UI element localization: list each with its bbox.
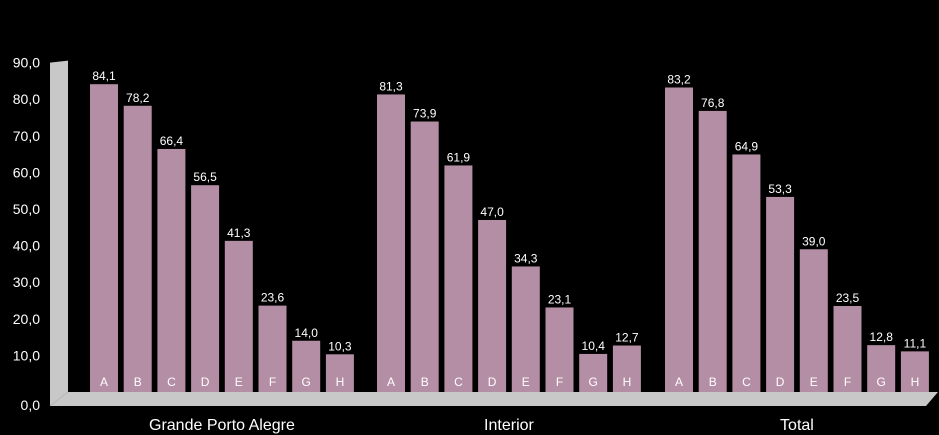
category-label: C	[742, 375, 751, 389]
data-label: 10,4	[582, 339, 606, 353]
category-label: D	[201, 375, 210, 389]
group-label: Interior	[484, 417, 534, 434]
data-label: 83,2	[667, 72, 691, 86]
data-label: 66,4	[160, 134, 184, 148]
group-label: Grande Porto Alegre	[149, 417, 295, 434]
data-label: 47,0	[480, 205, 504, 219]
data-label: 73,9	[413, 107, 437, 121]
bar	[191, 185, 219, 392]
category-label: B	[709, 375, 717, 389]
bar	[157, 149, 185, 392]
x-axis-floor	[50, 392, 938, 406]
data-label: 81,3	[379, 79, 403, 93]
category-label: E	[522, 375, 530, 389]
category-label: C	[167, 375, 176, 389]
y-tick-label: 30,0	[13, 274, 40, 290]
category-label: F	[556, 375, 563, 389]
data-label: 23,1	[548, 292, 572, 306]
data-label: 12,8	[870, 330, 894, 344]
bar	[411, 122, 439, 392]
bar	[699, 111, 727, 392]
category-label: G	[302, 375, 311, 389]
data-label: 76,8	[701, 96, 725, 110]
bar	[225, 241, 253, 392]
data-label: 14,0	[295, 326, 319, 340]
data-label: 56,5	[193, 170, 217, 184]
y-tick-label: 60,0	[13, 164, 40, 180]
data-label: 12,7	[615, 331, 639, 345]
category-label: E	[235, 375, 243, 389]
category-label: F	[269, 375, 276, 389]
bar	[665, 87, 693, 392]
data-label: 78,2	[126, 91, 150, 105]
bar	[90, 84, 118, 392]
category-label: H	[336, 375, 345, 389]
data-label: 41,3	[227, 226, 251, 240]
bar	[377, 94, 405, 392]
category-label: F	[844, 375, 851, 389]
data-label: 64,9	[735, 139, 759, 153]
category-label: A	[387, 375, 395, 389]
category-label: G	[877, 375, 886, 389]
category-label: C	[454, 375, 463, 389]
category-label: H	[623, 375, 632, 389]
data-label: 39,0	[802, 234, 826, 248]
y-axis-wall	[50, 61, 68, 406]
bar	[512, 266, 540, 392]
category-label: A	[100, 375, 108, 389]
category-label: E	[810, 375, 818, 389]
category-label: B	[421, 375, 429, 389]
data-label: 61,9	[447, 150, 471, 164]
y-tick-label: 20,0	[13, 311, 40, 327]
category-label: B	[134, 375, 142, 389]
data-label: 10,3	[328, 339, 352, 353]
y-tick-label: 80,0	[13, 91, 40, 107]
data-label: 23,5	[836, 291, 860, 305]
y-tick-label: 50,0	[13, 201, 40, 217]
bar	[732, 154, 760, 392]
group-label: Total	[780, 417, 814, 434]
bar	[444, 165, 472, 392]
bar	[124, 106, 152, 392]
category-label: H	[911, 375, 920, 389]
data-label: 84,1	[92, 69, 116, 83]
category-label: D	[776, 375, 785, 389]
category-label: D	[488, 375, 497, 389]
y-tick-label: 70,0	[13, 128, 40, 144]
category-label: A	[675, 375, 683, 389]
y-tick-label: 0,0	[21, 397, 41, 413]
y-tick-label: 90,0	[13, 55, 40, 71]
data-label: 34,3	[514, 251, 538, 265]
data-label: 23,6	[261, 291, 285, 305]
bar	[478, 220, 506, 392]
y-tick-label: 40,0	[13, 238, 40, 254]
y-tick-label: 10,0	[13, 347, 40, 363]
data-label: 53,3	[768, 182, 792, 196]
category-label: G	[589, 375, 598, 389]
bar	[766, 197, 794, 392]
bar	[800, 249, 828, 392]
data-label: 11,1	[904, 336, 927, 350]
